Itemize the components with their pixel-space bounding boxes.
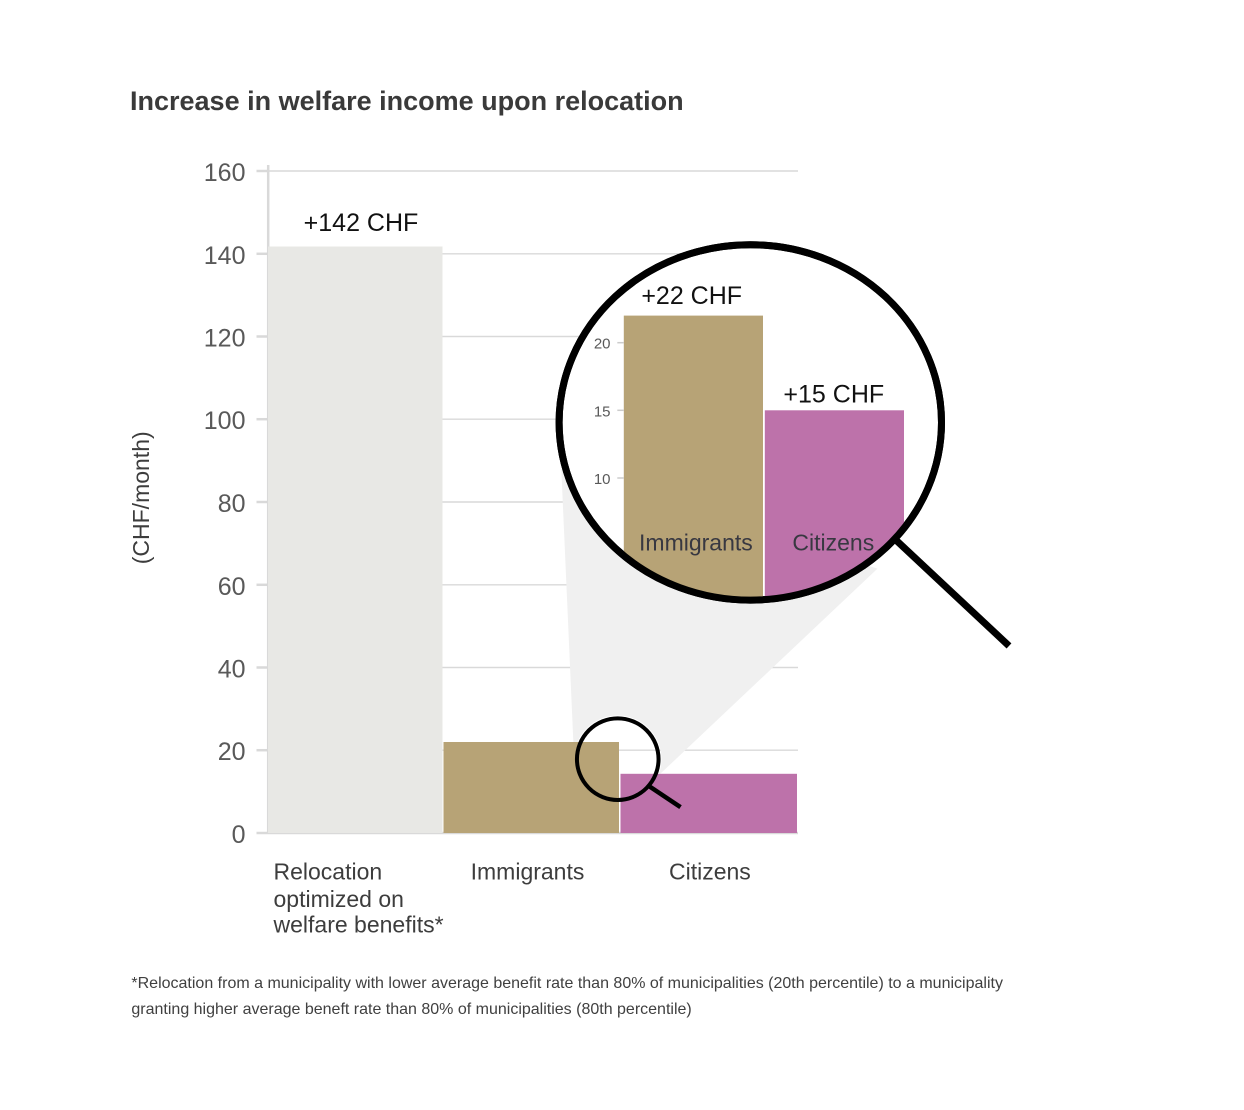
- svg-text:+15 CHF: +15 CHF: [783, 381, 884, 409]
- svg-text:140: 140: [204, 242, 246, 270]
- svg-text:*Relocation from a municipalit: *Relocation from a municipality with low…: [131, 975, 1003, 992]
- svg-text:granting higher average beneft: granting higher average beneft rate than…: [131, 1001, 691, 1018]
- svg-text:80: 80: [218, 490, 246, 518]
- svg-text:Immigrants: Immigrants: [639, 529, 753, 555]
- svg-text:20: 20: [218, 738, 246, 766]
- svg-text:Increase in welfare income upo: Increase in welfare income upon relocati…: [130, 86, 684, 116]
- svg-text:Citizens: Citizens: [792, 529, 874, 555]
- svg-text:40: 40: [218, 656, 246, 684]
- svg-text:welfare benefits*: welfare benefits*: [273, 912, 444, 938]
- svg-text:Immigrants: Immigrants: [471, 859, 585, 885]
- svg-text:0: 0: [232, 821, 246, 849]
- svg-text:+142 CHF: +142 CHF: [304, 209, 419, 237]
- svg-text:Citizens: Citizens: [669, 859, 751, 885]
- svg-text:+22 CHF: +22 CHF: [641, 282, 742, 310]
- svg-text:60: 60: [218, 573, 246, 601]
- svg-text:Relocation: Relocation: [274, 859, 383, 885]
- svg-text:100: 100: [204, 407, 246, 435]
- svg-text:(CHF/month): (CHF/month): [128, 431, 154, 564]
- svg-text:15: 15: [594, 403, 611, 420]
- svg-text:20: 20: [594, 336, 611, 353]
- svg-text:10: 10: [594, 471, 611, 488]
- svg-text:160: 160: [204, 159, 246, 187]
- svg-text:optimized on: optimized on: [274, 886, 404, 912]
- svg-text:120: 120: [204, 325, 246, 353]
